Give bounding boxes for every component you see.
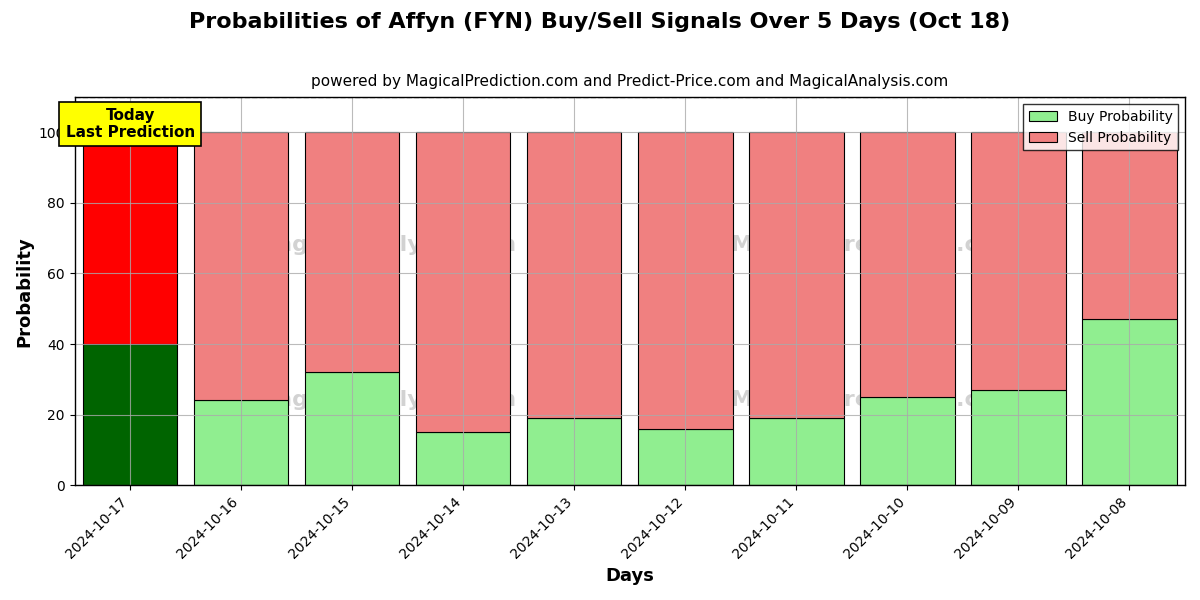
- Bar: [749, 418, 844, 485]
- Bar: [194, 133, 288, 400]
- Text: MagicalPrediction.com: MagicalPrediction.com: [732, 390, 1016, 410]
- Bar: [305, 133, 400, 372]
- Legend: Buy Probability, Sell Probability: Buy Probability, Sell Probability: [1024, 104, 1178, 150]
- Text: MagicalPrediction.com: MagicalPrediction.com: [732, 235, 1016, 254]
- Bar: [638, 429, 732, 485]
- Bar: [1082, 319, 1177, 485]
- Bar: [416, 133, 510, 432]
- Bar: [305, 372, 400, 485]
- Bar: [971, 390, 1066, 485]
- Bar: [860, 397, 955, 485]
- Bar: [194, 400, 288, 485]
- Bar: [416, 432, 510, 485]
- Title: powered by MagicalPrediction.com and Predict-Price.com and MagicalAnalysis.com: powered by MagicalPrediction.com and Pre…: [311, 74, 948, 89]
- Text: MagicalAnalysis.com: MagicalAnalysis.com: [254, 235, 516, 254]
- Bar: [527, 418, 622, 485]
- Bar: [749, 133, 844, 418]
- Bar: [860, 133, 955, 397]
- Text: MagicalAnalysis.com: MagicalAnalysis.com: [254, 390, 516, 410]
- Bar: [83, 133, 178, 344]
- Bar: [1082, 133, 1177, 319]
- X-axis label: Days: Days: [605, 567, 654, 585]
- Bar: [638, 133, 732, 429]
- Text: Probabilities of Affyn (FYN) Buy/Sell Signals Over 5 Days (Oct 18): Probabilities of Affyn (FYN) Buy/Sell Si…: [190, 12, 1010, 32]
- Bar: [83, 344, 178, 485]
- Bar: [971, 133, 1066, 390]
- Text: Today
Last Prediction: Today Last Prediction: [66, 107, 194, 140]
- Y-axis label: Probability: Probability: [16, 236, 34, 347]
- Bar: [527, 133, 622, 418]
